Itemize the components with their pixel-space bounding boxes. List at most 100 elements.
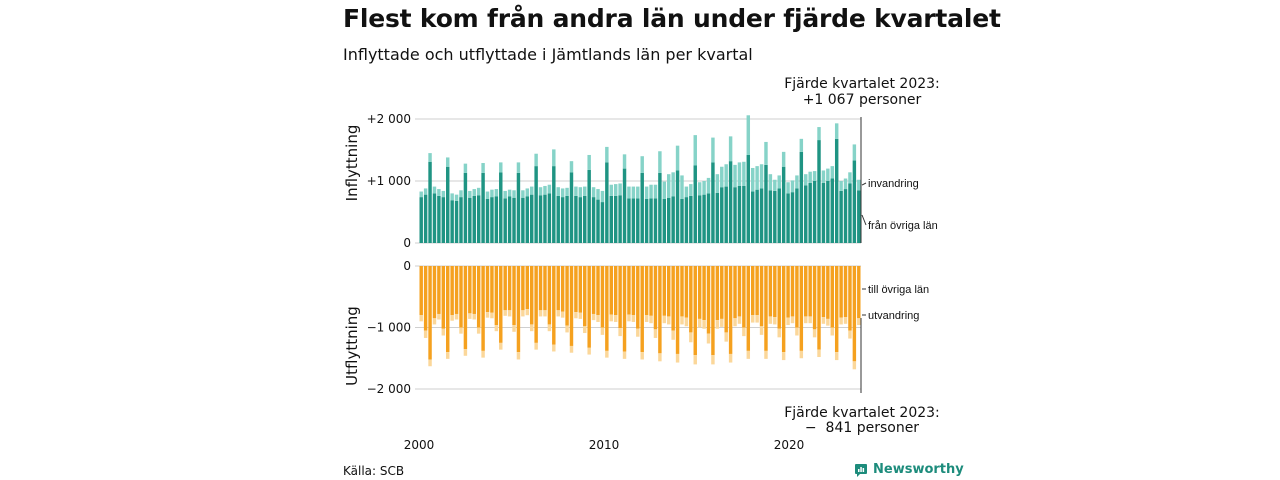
bar-inflow-immigration (684, 186, 689, 198)
inflow-panel: 0 +1 000 +2 000 (367, 112, 861, 250)
bar-outflow-domestic (507, 266, 512, 311)
bar-outflow-domestic (746, 266, 751, 351)
bar-inflow-domestic (755, 189, 759, 243)
bar-outflow-domestic (826, 266, 830, 319)
bar-inflow-domestic (839, 190, 843, 243)
bar-inflow-immigration (437, 189, 441, 196)
bar-outflow-emigration (636, 328, 640, 337)
bar-outflow-domestic (437, 266, 441, 314)
bar-inflow-immigration (830, 166, 834, 179)
bar-outflow-emigration (463, 349, 468, 356)
bar-outflow-domestic (499, 266, 503, 343)
bar-outflow-domestic (715, 266, 720, 321)
bar-inflow-immigration (503, 190, 507, 199)
bar-inflow-immigration (441, 190, 446, 198)
bar-inflow-immigration (804, 174, 808, 186)
bar-outflow-emigration (578, 312, 583, 319)
bar-inflow-domestic (556, 195, 560, 243)
bar-outflow-emigration (781, 352, 786, 361)
bar-outflow-emigration (538, 310, 543, 317)
annotation-top-line2: +1 067 personer (803, 92, 922, 108)
bar-inflow-domestic (724, 186, 728, 243)
bar-inflow-domestic (777, 188, 781, 243)
bar-inflow-immigration (609, 184, 613, 196)
bar-outflow-emigration (675, 353, 680, 363)
bar-inflow-immigration (662, 181, 667, 199)
bar-inflow-domestic (543, 194, 547, 243)
bar-inflow-immigration (485, 191, 490, 199)
bar-outflow-domestic (547, 266, 552, 325)
bar-inflow-immigration (693, 135, 697, 166)
y-tick-label-inflow: 0 (403, 236, 411, 250)
bar-outflow-domestic (605, 266, 609, 351)
bar-inflow-domestic (711, 162, 715, 243)
bar-outflow-emigration (733, 318, 737, 327)
bar-outflow-emigration (613, 315, 618, 322)
bar-inflow-immigration (715, 174, 720, 193)
bar-inflow-domestic (667, 197, 671, 243)
bar-outflow-emigration (777, 328, 781, 338)
bar-outflow-emigration (565, 325, 569, 333)
bar-inflow-immigration (680, 175, 684, 199)
bar-outflow-domestic (777, 266, 781, 329)
legend-label-outflow-domestic: till övriga län (868, 284, 929, 296)
bar-outflow-emigration (715, 320, 720, 329)
y-tick-label-outflow: 0 (403, 259, 411, 273)
bar-outflow-domestic (450, 266, 454, 316)
bar-outflow-emigration (499, 342, 503, 350)
bar-inflow-immigration (759, 164, 764, 189)
bar-outflow-emigration (808, 316, 812, 324)
bar-outflow-emigration (720, 318, 724, 327)
bar-inflow-domestic (644, 198, 649, 243)
bar-outflow-emigration (640, 352, 644, 360)
bar-inflow-domestic (463, 172, 468, 243)
bar-outflow-emigration (768, 316, 773, 324)
bar-inflow-domestic (702, 194, 706, 243)
y-axis-title-inflow: Inflyttning (343, 125, 361, 202)
bar-outflow-emigration (605, 350, 609, 358)
bar-outflow-emigration (627, 314, 631, 322)
bar-outflow-domestic (419, 266, 423, 316)
bar-outflow-emigration (481, 350, 485, 358)
bar-inflow-domestic (574, 195, 578, 243)
chart-bubble-icon (855, 463, 867, 477)
bar-outflow-emigration (728, 353, 733, 363)
bar-outflow-emigration (516, 352, 521, 360)
bar-inflow-immigration (494, 189, 499, 197)
bar-outflow-emigration (512, 325, 516, 332)
bar-outflow-domestic (768, 266, 773, 317)
bar-inflow-immigration (812, 171, 817, 181)
bar-inflow-domestic (503, 198, 507, 243)
bar-inflow-domestic (525, 196, 530, 243)
bar-outflow-domestic (839, 266, 843, 318)
bar-inflow-domestic (768, 190, 773, 243)
bar-outflow-domestic (724, 266, 728, 333)
bar-outflow-domestic (640, 266, 644, 353)
bar-inflow-domestic (459, 197, 463, 243)
bar-outflow-domestic (728, 266, 733, 354)
bar-inflow-domestic (773, 190, 777, 243)
bar-inflow-domestic (547, 193, 552, 243)
bar-inflow-domestic (804, 185, 808, 243)
bar-outflow-domestic (476, 266, 481, 328)
bar-outflow-domestic (733, 266, 737, 319)
bar-inflow-immigration (667, 174, 671, 198)
bar-outflow-domestic (636, 266, 640, 329)
bar-inflow-domestic (693, 165, 697, 243)
bar-outflow-emigration (658, 353, 662, 362)
bar-outflow-domestic (812, 266, 817, 330)
bar-outflow-emigration (547, 324, 552, 332)
bar-outflow-domestic (684, 266, 689, 318)
bar-outflow-emigration (680, 316, 684, 325)
bar-outflow-emigration (472, 313, 476, 320)
bar-outflow-domestic (512, 266, 516, 326)
bar-inflow-immigration (596, 189, 600, 200)
bar-outflow-domestic (423, 266, 428, 331)
bar-outflow-emigration (693, 355, 697, 365)
bar-inflow-immigration (512, 190, 516, 198)
bar-outflow-domestic (773, 266, 777, 318)
bar-inflow-domestic (781, 166, 786, 243)
bar-inflow-domestic (795, 188, 799, 243)
bar-inflow-immigration (636, 186, 640, 199)
bar-inflow-domestic (596, 199, 600, 243)
